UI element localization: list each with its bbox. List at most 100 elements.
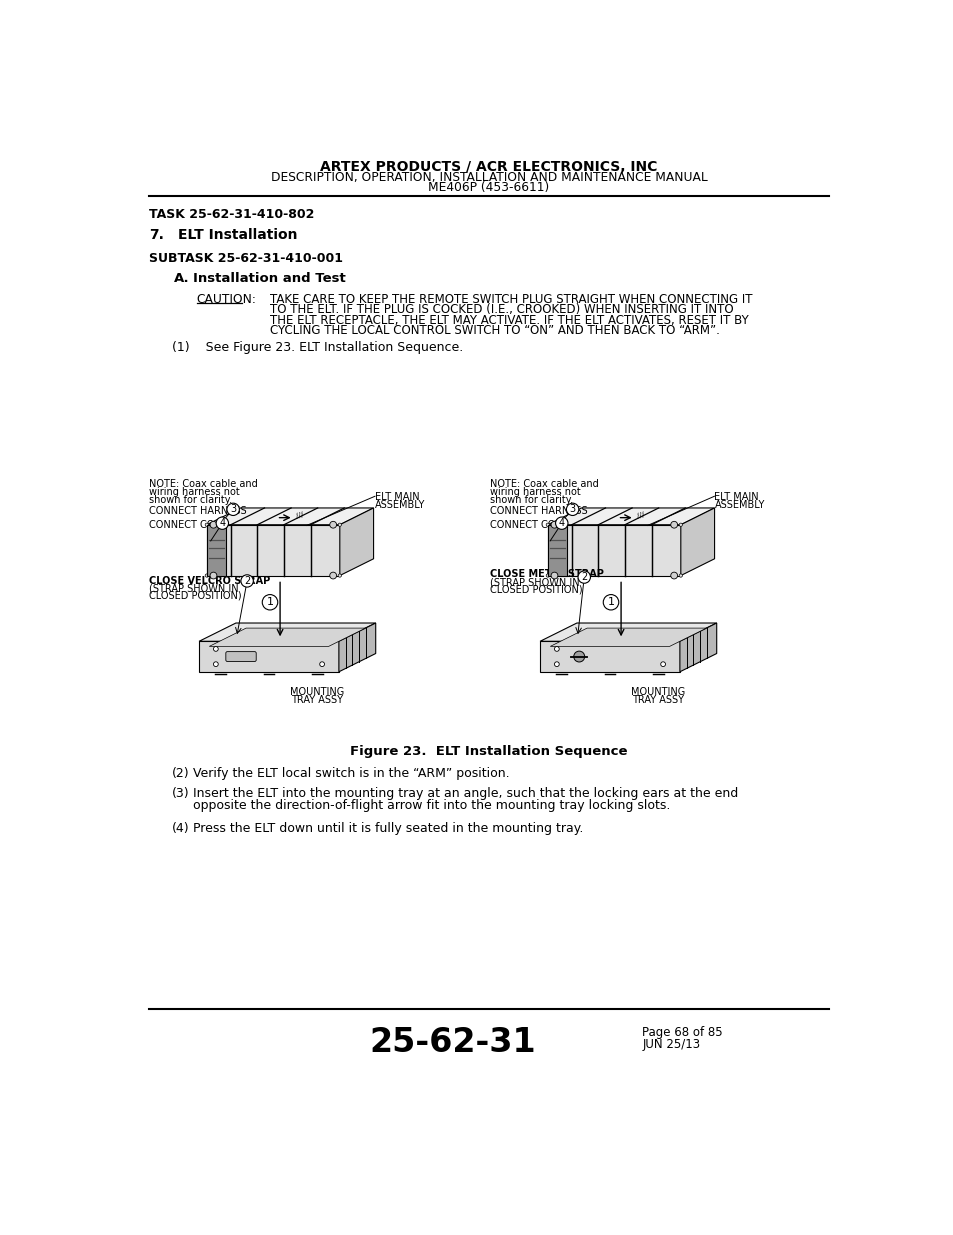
Circle shape: [566, 503, 578, 515]
Text: ASSEMBLY: ASSEMBLY: [714, 500, 764, 510]
Circle shape: [551, 521, 558, 529]
Text: 3: 3: [230, 504, 236, 514]
Text: Installation and Test: Installation and Test: [193, 272, 345, 285]
Circle shape: [210, 521, 216, 529]
Circle shape: [205, 574, 209, 577]
Text: Verify the ELT local switch is in the “ARM” position.: Verify the ELT local switch is in the “A…: [193, 767, 509, 779]
Circle shape: [205, 524, 209, 526]
Circle shape: [210, 572, 216, 579]
Text: SUBTASK 25-62-31-410-001: SUBTASK 25-62-31-410-001: [149, 252, 342, 266]
Text: Insert the ELT into the mounting tray at an angle, such that the locking ears at: Insert the ELT into the mounting tray at…: [193, 787, 738, 800]
Circle shape: [554, 647, 558, 651]
Text: (STRAP SHOWN IN: (STRAP SHOWN IN: [149, 583, 238, 593]
Polygon shape: [199, 641, 338, 672]
Text: THE ELT RECEPTACLE, THE ELT MAY ACTIVATE. IF THE ELT ACTIVATES, RESET IT BY: THE ELT RECEPTACLE, THE ELT MAY ACTIVATE…: [270, 314, 748, 327]
Text: 7.: 7.: [149, 228, 163, 242]
Polygon shape: [207, 525, 339, 576]
Polygon shape: [209, 629, 365, 646]
Text: ///: ///: [636, 511, 644, 520]
Text: (2): (2): [172, 767, 190, 779]
Text: ELT MAIN: ELT MAIN: [714, 493, 759, 503]
Circle shape: [319, 662, 324, 667]
Circle shape: [330, 521, 336, 529]
Polygon shape: [680, 508, 714, 576]
Text: CLOSED POSITION): CLOSED POSITION): [149, 592, 241, 601]
Circle shape: [241, 574, 253, 587]
Polygon shape: [199, 622, 375, 641]
Text: ASSEMBLY: ASSEMBLY: [375, 500, 425, 510]
Polygon shape: [539, 622, 716, 641]
Text: shown for clarity.: shown for clarity.: [489, 495, 572, 505]
Text: ELT Installation: ELT Installation: [178, 228, 297, 242]
Circle shape: [213, 662, 218, 667]
Circle shape: [670, 521, 677, 529]
Text: A.: A.: [173, 272, 189, 285]
Polygon shape: [207, 508, 374, 525]
Text: CLOSE METAL STRAP: CLOSE METAL STRAP: [489, 569, 603, 579]
Text: TASK 25-62-31-410-802: TASK 25-62-31-410-802: [149, 209, 314, 221]
Circle shape: [602, 594, 618, 610]
Polygon shape: [339, 508, 374, 576]
Text: 2: 2: [244, 576, 250, 585]
Circle shape: [679, 524, 681, 526]
Polygon shape: [338, 622, 375, 672]
Circle shape: [337, 574, 341, 577]
Polygon shape: [547, 525, 680, 576]
Circle shape: [578, 571, 590, 583]
Text: CONNECT COAX: CONNECT COAX: [149, 520, 227, 530]
Text: CONNECT COAX: CONNECT COAX: [489, 520, 568, 530]
Text: (1)    See Figure 23. ELT Installation Sequence.: (1) See Figure 23. ELT Installation Sequ…: [172, 341, 463, 353]
Text: NOTE: Coax cable and: NOTE: Coax cable and: [149, 479, 257, 489]
Polygon shape: [679, 622, 716, 672]
Text: NOTE: Coax cable and: NOTE: Coax cable and: [489, 479, 598, 489]
Text: ELT MAIN: ELT MAIN: [375, 493, 419, 503]
Polygon shape: [547, 508, 714, 525]
Circle shape: [679, 574, 681, 577]
Text: wiring harness not: wiring harness not: [489, 487, 579, 496]
Circle shape: [337, 524, 341, 526]
Text: TRAY ASSY: TRAY ASSY: [291, 695, 342, 705]
Circle shape: [573, 651, 584, 662]
Polygon shape: [539, 641, 679, 672]
Text: wiring harness not: wiring harness not: [149, 487, 239, 496]
Text: Page 68 of 85: Page 68 of 85: [641, 1026, 722, 1039]
Text: (3): (3): [172, 787, 190, 800]
Text: 2: 2: [580, 572, 587, 582]
Text: Figure 23.  ELT Installation Sequence: Figure 23. ELT Installation Sequence: [350, 745, 627, 758]
Text: TO THE ELT. IF THE PLUG IS COCKED (I.E., CROOKED) WHEN INSERTING IT INTO: TO THE ELT. IF THE PLUG IS COCKED (I.E.,…: [270, 304, 733, 316]
Circle shape: [546, 574, 549, 577]
Text: (4): (4): [172, 823, 190, 835]
Text: 1: 1: [266, 598, 274, 608]
Text: opposite the direction-of-flight arrow fit into the mounting tray locking slots.: opposite the direction-of-flight arrow f…: [193, 799, 670, 811]
Circle shape: [330, 572, 336, 579]
Text: MOUNTING: MOUNTING: [630, 687, 684, 698]
Polygon shape: [550, 629, 706, 646]
Text: ///: ///: [295, 511, 304, 520]
Circle shape: [554, 662, 558, 667]
Text: 1: 1: [607, 598, 614, 608]
Text: CLOSED POSITION): CLOSED POSITION): [489, 585, 581, 595]
Text: CLOSE VELCRO STRAP: CLOSE VELCRO STRAP: [149, 576, 270, 585]
FancyBboxPatch shape: [226, 652, 256, 662]
Polygon shape: [207, 525, 226, 576]
Circle shape: [213, 647, 218, 651]
Text: JUN 25/13: JUN 25/13: [641, 1037, 700, 1051]
Text: 4: 4: [219, 519, 225, 529]
Circle shape: [670, 572, 677, 579]
Text: CONNECT HARNESS: CONNECT HARNESS: [149, 506, 246, 516]
Circle shape: [546, 524, 549, 526]
Text: Press the ELT down until it is fully seated in the mounting tray.: Press the ELT down until it is fully sea…: [193, 823, 582, 835]
Polygon shape: [547, 525, 566, 576]
Text: 4: 4: [558, 519, 564, 529]
Text: (STRAP SHOWN IN: (STRAP SHOWN IN: [489, 577, 578, 587]
Text: 25-62-31: 25-62-31: [369, 1026, 536, 1058]
Text: 3: 3: [569, 504, 575, 514]
Text: ME406P (453-6611): ME406P (453-6611): [428, 180, 549, 194]
Text: DESCRIPTION, OPERATION, INSTALLATION AND MAINTENANCE MANUAL: DESCRIPTION, OPERATION, INSTALLATION AND…: [271, 170, 706, 184]
Circle shape: [262, 594, 277, 610]
Text: CYCLING THE LOCAL CONTROL SWITCH TO “ON” AND THEN BACK TO “ARM”.: CYCLING THE LOCAL CONTROL SWITCH TO “ON”…: [270, 324, 720, 337]
Circle shape: [660, 662, 665, 667]
Text: TRAY ASSY: TRAY ASSY: [631, 695, 683, 705]
Text: TAKE CARE TO KEEP THE REMOTE SWITCH PLUG STRAIGHT WHEN CONNECTING IT: TAKE CARE TO KEEP THE REMOTE SWITCH PLUG…: [270, 293, 752, 306]
Circle shape: [555, 517, 567, 530]
